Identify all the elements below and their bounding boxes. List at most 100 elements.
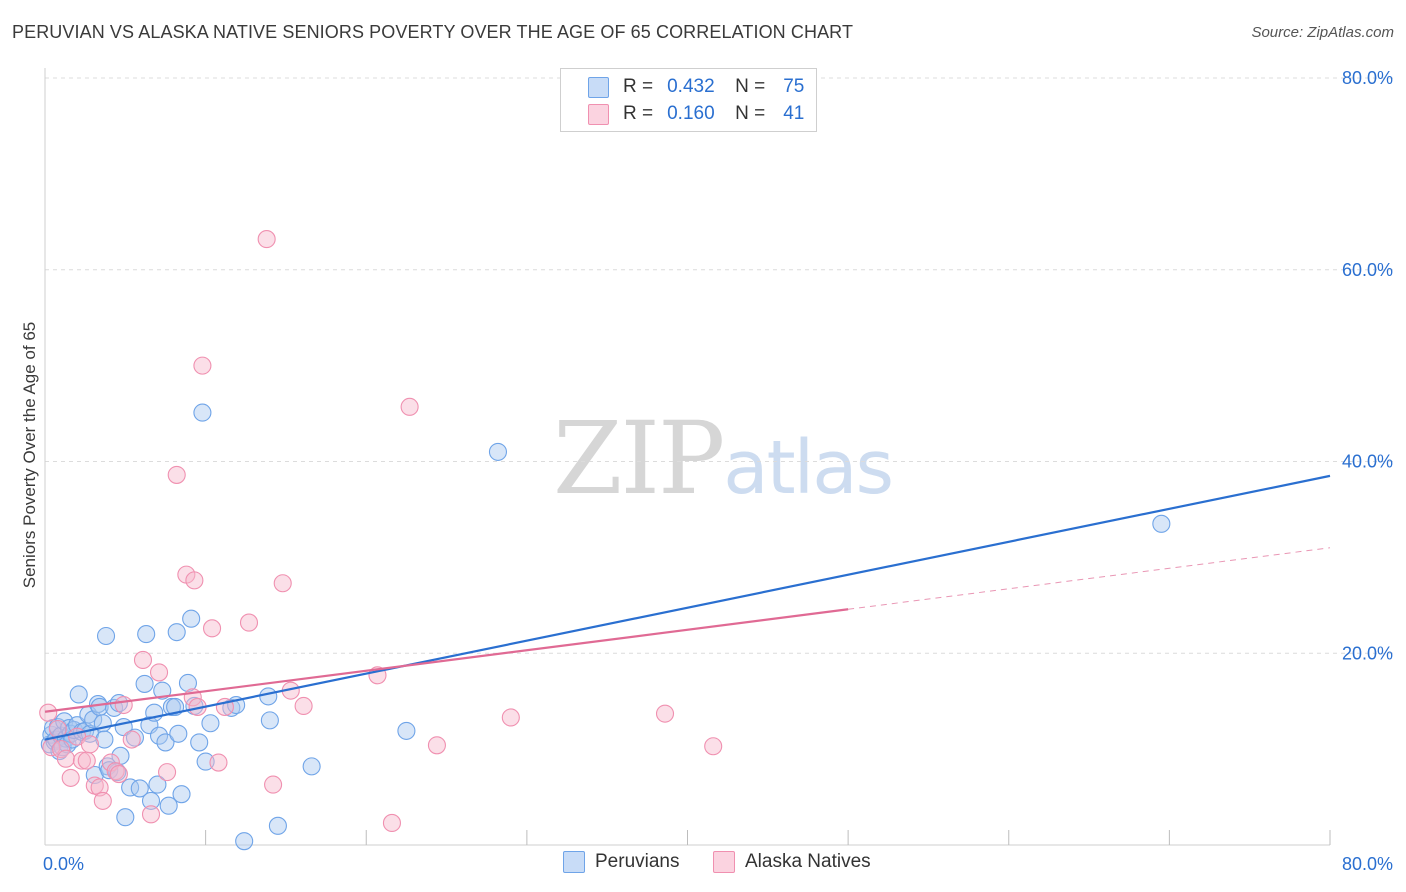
- data-point: [167, 465, 186, 484]
- data-point: [135, 674, 154, 693]
- data-point: [159, 796, 178, 815]
- bottom-legend-label-peruvians: Peruvians: [595, 851, 680, 872]
- data-point: [397, 721, 416, 740]
- legend-n-value: 41: [783, 103, 805, 124]
- data-point: [137, 625, 156, 644]
- data-point: [56, 749, 75, 768]
- data-point: [259, 687, 278, 706]
- data-point: [190, 733, 209, 752]
- data-point: [203, 619, 222, 638]
- data-point: [39, 703, 58, 722]
- trend-line-extension: [848, 547, 1331, 610]
- bottom-legend-label-alaska-natives: Alaska Natives: [745, 851, 871, 872]
- data-point: [209, 753, 228, 772]
- data-point: [222, 698, 241, 717]
- data-point: [121, 778, 140, 797]
- series-peruvians: [40, 403, 1171, 851]
- data-point: [52, 740, 71, 759]
- data-point: [158, 763, 177, 782]
- data-point: [95, 730, 114, 749]
- data-point: [125, 728, 144, 747]
- data-point: [488, 442, 508, 461]
- data-point: [72, 751, 91, 770]
- data-point: [69, 685, 88, 704]
- y-axis-label: Seniors Poverty Over the Age of 65: [20, 321, 39, 589]
- data-point: [260, 711, 279, 730]
- legend-r-label: R =: [623, 76, 654, 97]
- data-point: [141, 805, 161, 824]
- chart-title: PERUVIAN VS ALASKA NATIVE SENIORS POVERT…: [12, 22, 854, 42]
- y-tick-label: 60.0%: [1342, 260, 1393, 280]
- data-point: [257, 230, 276, 249]
- axes: [44, 68, 1331, 846]
- data-point: [167, 623, 186, 642]
- data-point: [235, 832, 254, 851]
- data-point: [77, 751, 96, 770]
- data-point: [153, 681, 172, 700]
- legend-r-label: R =: [623, 103, 654, 124]
- data-point: [80, 735, 100, 754]
- data-point: [239, 613, 259, 632]
- legend-r-value: 0.432: [667, 76, 715, 97]
- bottom-legend-swatch-peruvians: [563, 851, 585, 873]
- x-tick-label-max: 80.0%: [1342, 854, 1393, 874]
- data-point: [400, 397, 419, 416]
- series-alaska-natives: [39, 230, 723, 832]
- data-point: [93, 791, 112, 810]
- data-point: [704, 737, 723, 756]
- source-label: Source: ZipAtlas.com: [1251, 24, 1394, 41]
- data-point: [114, 695, 133, 715]
- data-point: [149, 663, 169, 682]
- data-point: [169, 724, 188, 743]
- data-point: [302, 757, 321, 776]
- data-point: [427, 736, 446, 755]
- data-point: [156, 733, 175, 752]
- data-point: [90, 778, 109, 797]
- bottom-legend-swatch-alaska-natives: [713, 851, 735, 873]
- data-point: [130, 779, 149, 798]
- legend-row-peruvians: R = 0.432 N = 75: [588, 74, 804, 100]
- x-tick-label-min: 0.0%: [43, 854, 84, 874]
- legend-row-alaska-natives: R = 0.160 N = 41: [588, 101, 804, 127]
- data-point: [109, 765, 128, 784]
- data-point: [141, 791, 161, 810]
- y-tick-label: 40.0%: [1342, 452, 1393, 472]
- legend-n-label: N =: [735, 103, 766, 124]
- bottom-legend-peruvians: Peruvians: [563, 851, 680, 873]
- data-point: [655, 704, 675, 723]
- y-tick-label: 80.0%: [1342, 68, 1393, 88]
- data-point: [61, 768, 80, 787]
- gridlines: [45, 77, 1393, 654]
- data-point: [196, 752, 215, 771]
- legend-swatch-peruvians: [588, 76, 609, 98]
- data-point: [264, 775, 283, 794]
- y-tick-label: 20.0%: [1342, 643, 1393, 663]
- data-point: [193, 403, 212, 422]
- data-point: [122, 730, 141, 749]
- data-point: [1152, 514, 1171, 533]
- tick-labels: 20.0% 40.0% 60.0% 80.0% 0.0% 80.0%: [43, 68, 1393, 874]
- trend-line: [44, 474, 1331, 741]
- data-point: [182, 609, 201, 628]
- legend-n-value: 75: [783, 76, 805, 97]
- data-point: [148, 775, 167, 794]
- data-point: [185, 571, 204, 590]
- data-point: [268, 816, 287, 835]
- data-point: [116, 808, 135, 827]
- data-point: [382, 813, 402, 832]
- trend-line: [44, 608, 849, 713]
- data-point: [294, 696, 313, 716]
- data-point: [133, 650, 153, 670]
- legend-n-label: N =: [735, 76, 766, 97]
- data-point: [172, 785, 191, 804]
- data-point: [96, 626, 116, 646]
- data-point: [149, 726, 169, 745]
- data-point: [501, 708, 520, 727]
- bottom-legend-alaska-natives: Alaska Natives: [713, 851, 871, 873]
- legend-swatch-alaska-natives: [588, 103, 609, 125]
- trend-lines: [44, 474, 1331, 741]
- data-point: [106, 762, 125, 781]
- legend-r-value: 0.160: [667, 103, 715, 124]
- data-point: [178, 673, 198, 693]
